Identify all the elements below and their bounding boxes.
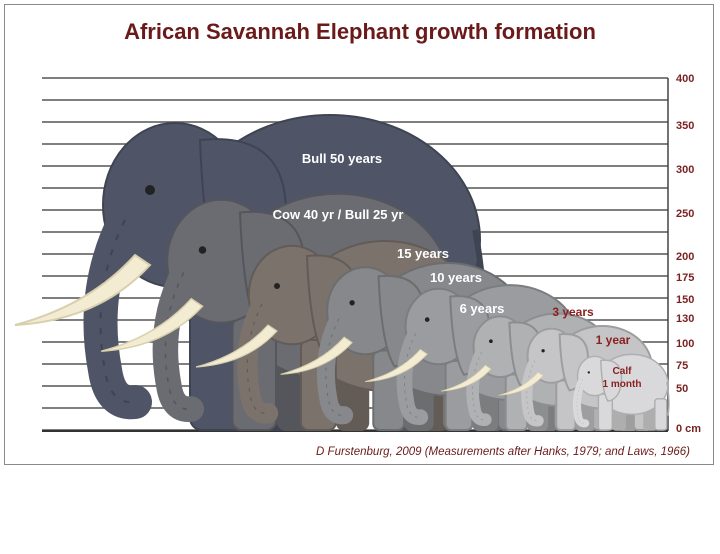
tick-label: 130 xyxy=(676,313,694,325)
elephant-labels: Bull 50 years Cow 40 yr / Bull 25 yr 15 … xyxy=(273,151,642,390)
tick-label: 50 xyxy=(676,383,688,395)
label-calf: Calf xyxy=(613,366,633,377)
tusk xyxy=(364,348,428,383)
tick-label: 100 xyxy=(676,338,694,350)
tick-label: 150 xyxy=(676,294,694,306)
tick-label: 175 xyxy=(676,272,694,284)
label-3-years: 3 years xyxy=(552,305,594,319)
label-10-years: 10 years xyxy=(430,270,482,285)
tusk xyxy=(101,297,204,352)
tusk xyxy=(195,324,278,368)
source-caption: D Furstenburg, 2009 (Measurements after … xyxy=(316,446,690,458)
label-bull-50: Bull 50 years xyxy=(302,151,382,166)
tick-label: 350 xyxy=(676,120,694,132)
tusk xyxy=(14,253,152,326)
height-tick-labels: 400 350 300 250 200 175 150 130 100 75 5… xyxy=(676,73,701,435)
label-1-year: 1 year xyxy=(596,333,631,347)
label-15-years: 15 years xyxy=(397,246,449,261)
tusk xyxy=(280,336,353,375)
figure-title: African Savannah Elephant growth formati… xyxy=(124,19,596,44)
tick-label: 75 xyxy=(676,360,688,372)
label-1-month: 1 month xyxy=(603,379,642,390)
tick-label: 300 xyxy=(676,164,694,176)
tusk xyxy=(440,364,492,392)
tick-label: 0 cm xyxy=(676,423,701,435)
label-6-years: 6 years xyxy=(460,301,505,316)
label-cow-40: Cow 40 yr / Bull 25 yr xyxy=(273,207,404,222)
elephant-herd xyxy=(14,114,670,432)
elephant-silhouette xyxy=(572,353,670,431)
tick-label: 200 xyxy=(676,251,694,263)
tick-label: 250 xyxy=(676,208,694,220)
tick-label: 400 xyxy=(676,73,694,85)
tusk xyxy=(498,371,544,396)
